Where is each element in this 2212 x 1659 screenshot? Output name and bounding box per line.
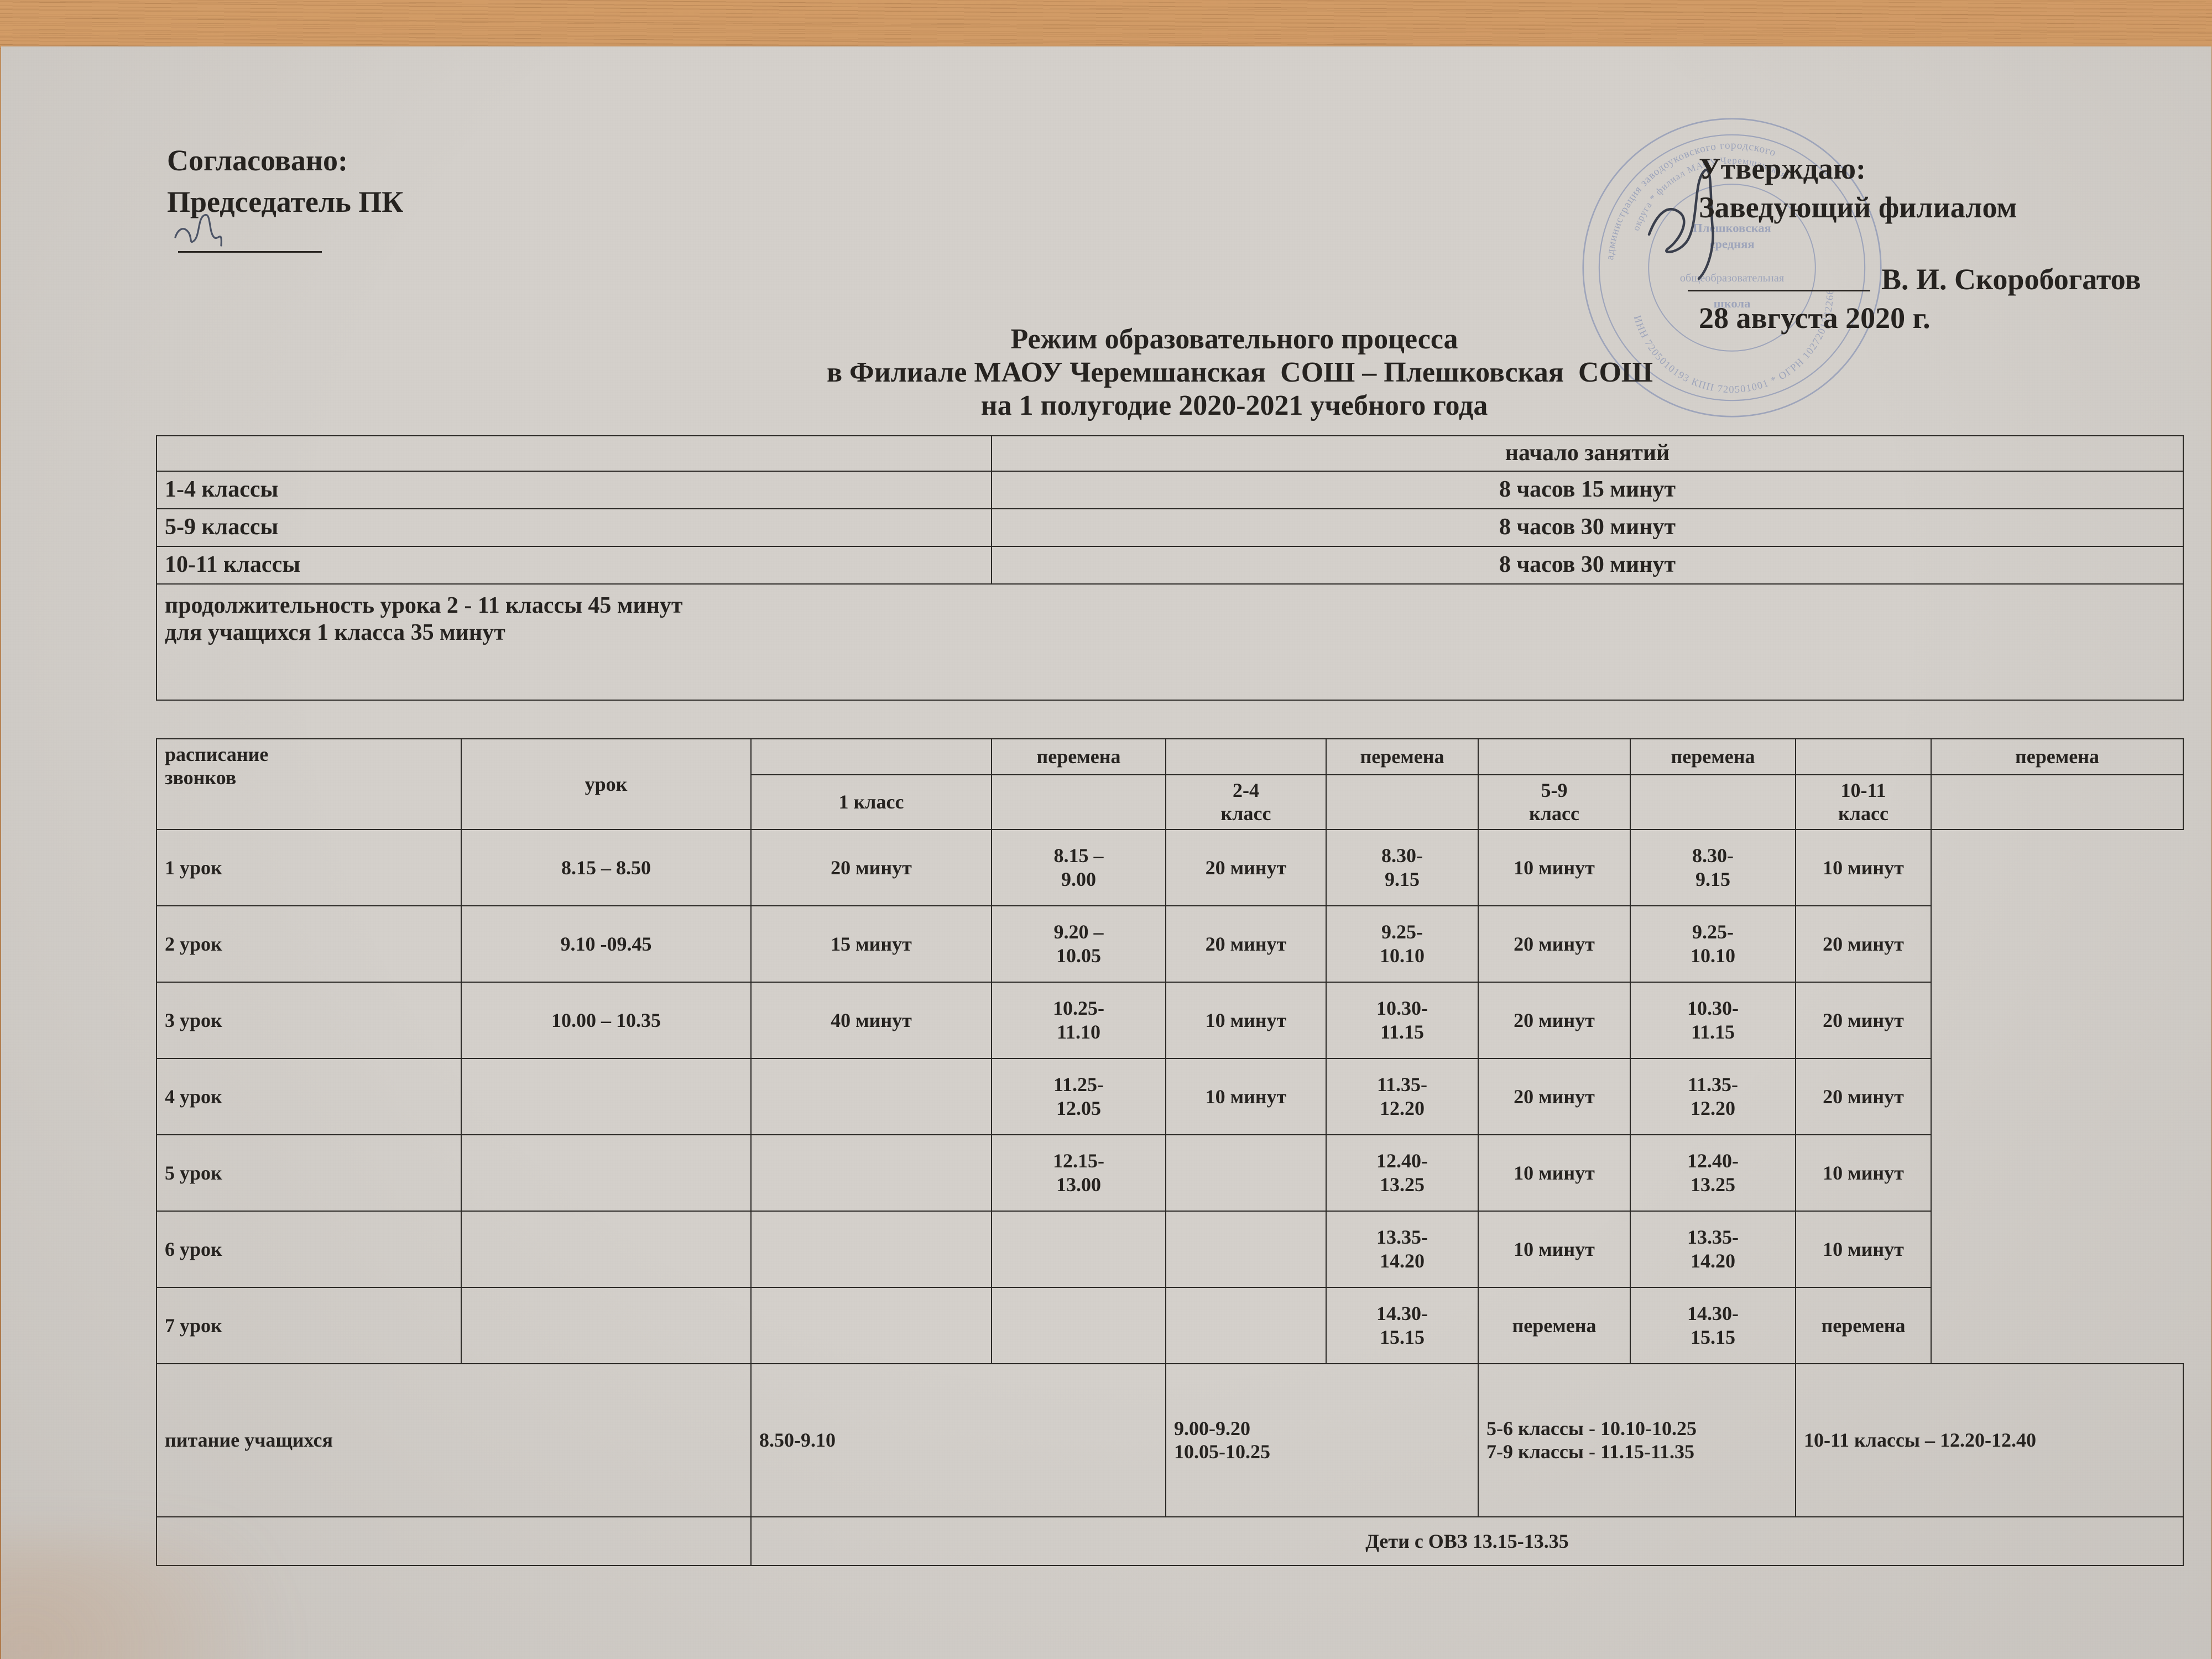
svg-text:школа: школа xyxy=(1714,296,1751,310)
svg-text:Плешковская: Плешковская xyxy=(1693,221,1771,234)
svg-text:ИНН 7205010193 КПП 720501001 *: ИНН 7205010193 КПП 720501001 * ОГРН 1027… xyxy=(1632,289,1835,395)
svg-text:округа * филиал МАОУ Черемшанс: округа * филиал МАОУ Черемшанская xyxy=(1631,155,1788,232)
svg-text:администрация заводоуковского: администрация заводоуковского городского xyxy=(1604,140,1778,260)
svg-text:общеобразовательная: общеобразовательная xyxy=(1680,272,1785,284)
svg-text:средняя: средняя xyxy=(1709,237,1754,251)
